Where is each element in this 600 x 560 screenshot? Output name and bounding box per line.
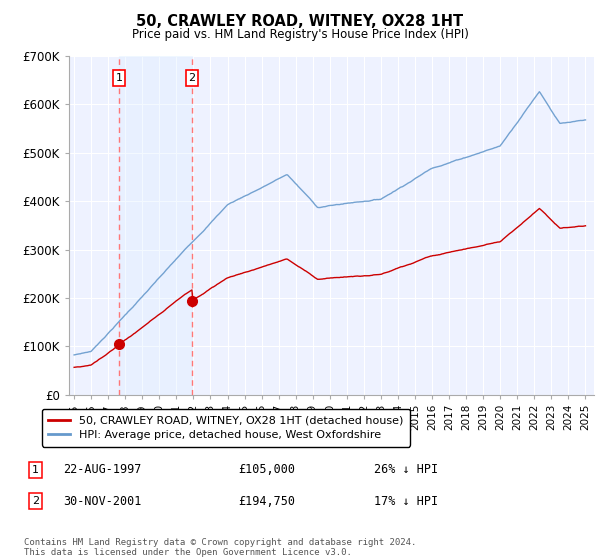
Text: £194,750: £194,750 [238, 494, 295, 508]
Text: 2: 2 [188, 73, 196, 83]
Legend: 50, CRAWLEY ROAD, WITNEY, OX28 1HT (detached house), HPI: Average price, detache: 50, CRAWLEY ROAD, WITNEY, OX28 1HT (deta… [41, 409, 410, 446]
Text: 2: 2 [32, 496, 39, 506]
Text: £105,000: £105,000 [238, 463, 295, 477]
Text: 1: 1 [32, 465, 39, 475]
Text: 50, CRAWLEY ROAD, WITNEY, OX28 1HT: 50, CRAWLEY ROAD, WITNEY, OX28 1HT [136, 14, 464, 29]
Bar [119, 56, 192, 395]
Text: 22-AUG-1997: 22-AUG-1997 [64, 463, 142, 477]
Text: 26% ↓ HPI: 26% ↓ HPI [374, 463, 438, 477]
Text: Contains HM Land Registry data © Crown copyright and database right 2024.
This d: Contains HM Land Registry data © Crown c… [24, 538, 416, 557]
Text: 1: 1 [116, 73, 122, 83]
Text: Price paid vs. HM Land Registry's House Price Index (HPI): Price paid vs. HM Land Registry's House … [131, 28, 469, 41]
Text: 17% ↓ HPI: 17% ↓ HPI [374, 494, 438, 508]
Text: 30-NOV-2001: 30-NOV-2001 [64, 494, 142, 508]
